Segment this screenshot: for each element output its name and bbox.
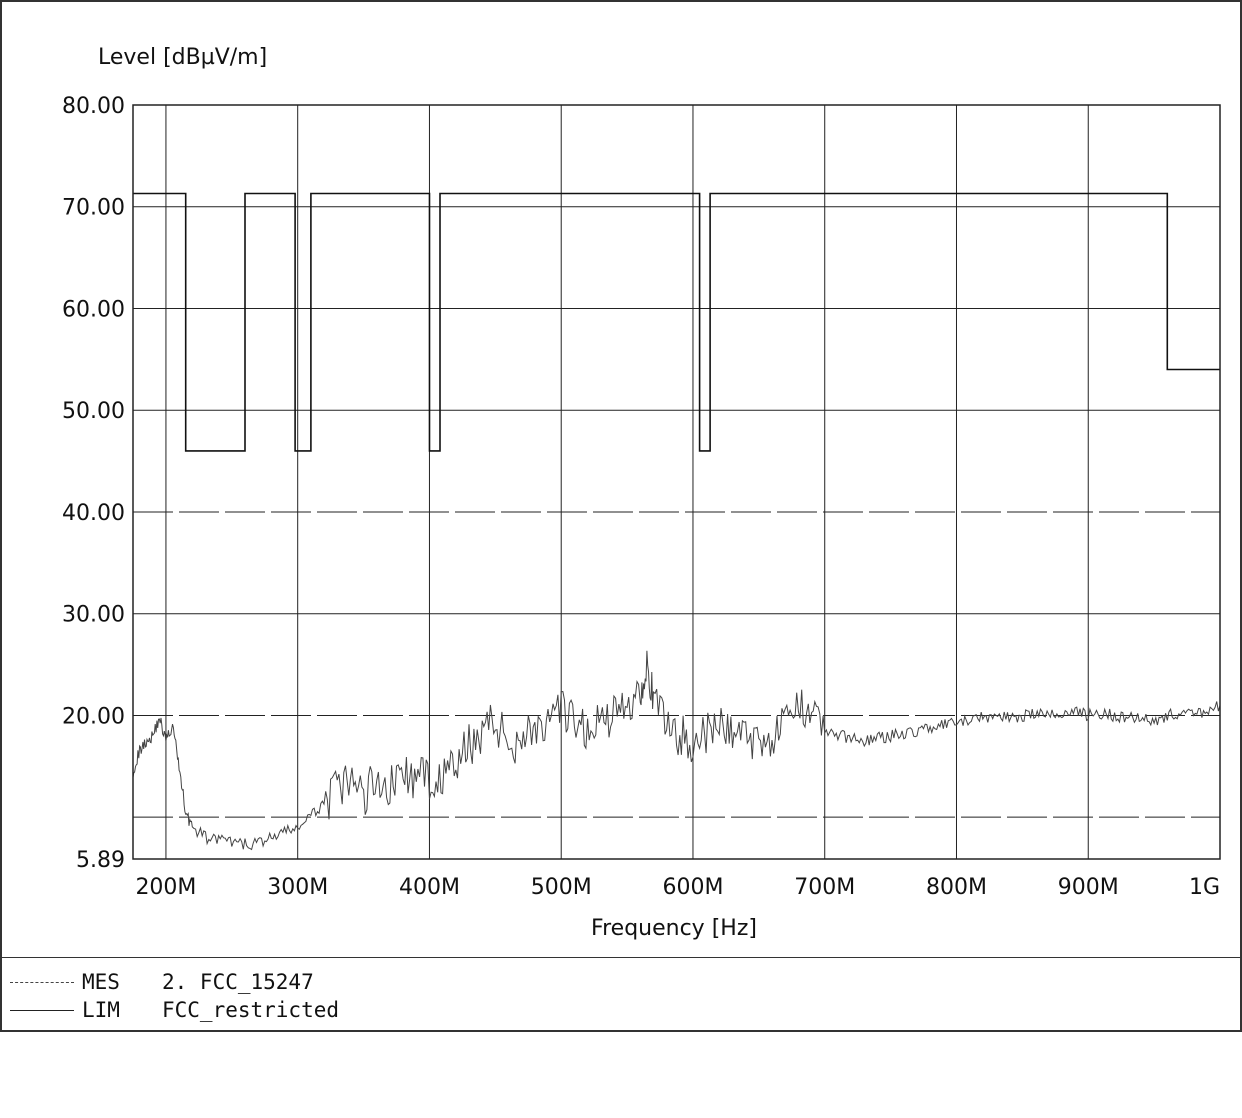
y-axis-title: Level [dBµV/m]	[98, 45, 267, 70]
legend-label: FCC_restricted	[162, 998, 340, 1022]
y-tick-label: 50.00	[62, 399, 125, 424]
legend-swatch-lim	[10, 1010, 74, 1011]
y-tick-label: 30.00	[62, 603, 125, 628]
x-axis-title: Frequency [Hz]	[591, 916, 757, 941]
x-tick-label: 900M	[1058, 875, 1119, 900]
x-tick-label: 500M	[531, 875, 592, 900]
y-tick-label: 40.00	[62, 501, 125, 526]
legend-item-lim: LIM FCC_restricted	[10, 998, 339, 1024]
legend: MES 2. FCC_15247 LIM FCC_restricted	[2, 957, 1240, 1033]
legend-code: MES	[82, 970, 120, 994]
x-tick-label: 600M	[662, 875, 723, 900]
x-tick-label: 700M	[794, 875, 855, 900]
y-tick-label: 70.00	[62, 196, 125, 221]
chart-svg: Level [dBµV/m] 80.00 70.00 60.00 50.00 40.00…	[62, 45, 1221, 941]
legend-code: LIM	[82, 998, 120, 1022]
x-tick-label: 800M	[926, 875, 987, 900]
legend-label: 2. FCC_15247	[162, 970, 314, 994]
x-axis-ticks: 200M 300M 400M 500M 600M 700M 800M 900M 1G	[135, 875, 1220, 900]
y-tick-label: 5.89	[76, 848, 125, 873]
x-tick-label: 1G	[1189, 875, 1220, 900]
x-tick-label: 300M	[267, 875, 328, 900]
chart-frame: Level [dBµV/m] 80.00 70.00 60.00 50.00 40.00…	[0, 0, 1242, 1032]
series-line-lim	[133, 192, 1220, 452]
plot-border	[132, 104, 1221, 860]
y-tick-label: 80.00	[62, 94, 125, 119]
y-tick-label: 20.00	[62, 704, 125, 729]
legend-item-mes: MES 2. FCC_15247	[10, 970, 314, 996]
series-line-mes	[132, 650, 1221, 851]
series-layer	[132, 192, 1221, 851]
y-axis-ticks: 80.00 70.00 60.00 50.00 40.00 30.00 20.00 5.89	[62, 94, 125, 873]
y-tick-label: 60.00	[62, 297, 125, 322]
x-tick-label: 400M	[399, 875, 460, 900]
legend-swatch-mes	[10, 982, 74, 983]
x-tick-label: 200M	[135, 875, 196, 900]
